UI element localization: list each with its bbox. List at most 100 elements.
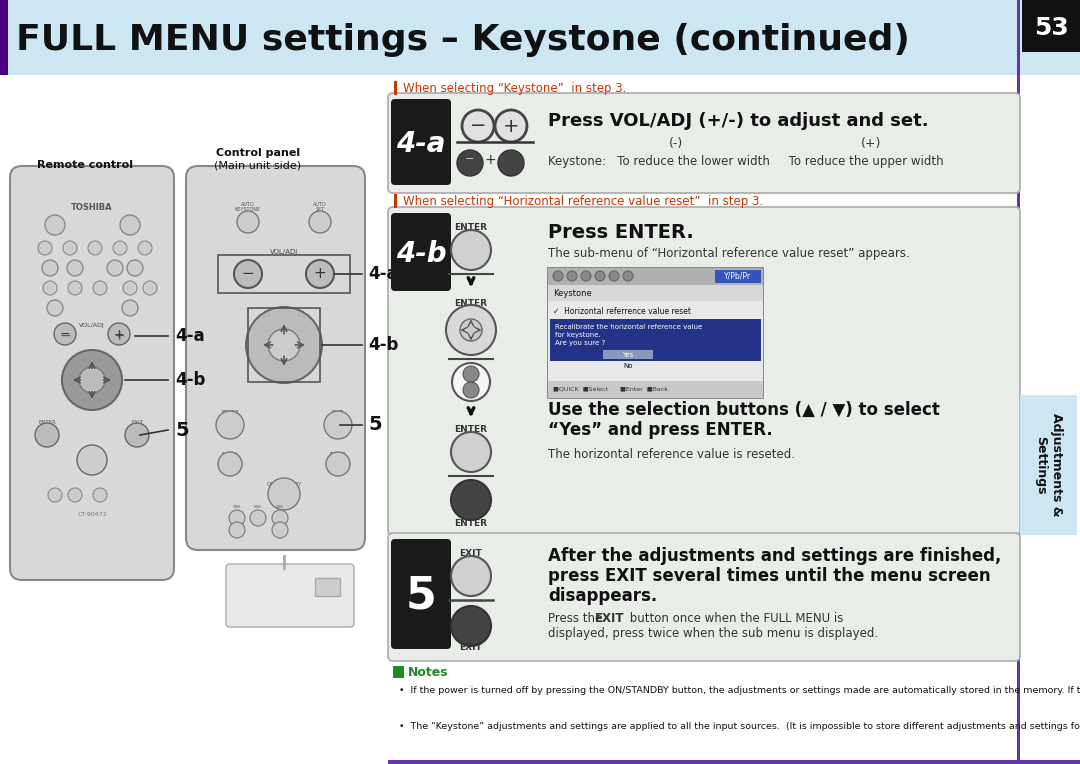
- Text: 508: 508: [233, 505, 241, 509]
- Circle shape: [609, 271, 619, 281]
- Circle shape: [268, 329, 300, 361]
- Text: +: +: [313, 267, 326, 281]
- Bar: [0, 0, 8, 75]
- Bar: [603, 350, 653, 359]
- FancyBboxPatch shape: [186, 166, 365, 550]
- Circle shape: [143, 281, 157, 295]
- Circle shape: [93, 488, 107, 502]
- Circle shape: [451, 480, 491, 520]
- Circle shape: [218, 452, 242, 476]
- Circle shape: [54, 323, 76, 345]
- Text: 4-b: 4-b: [175, 371, 205, 389]
- FancyBboxPatch shape: [388, 207, 1020, 535]
- Circle shape: [93, 281, 107, 295]
- Text: 508: 508: [254, 505, 262, 509]
- Circle shape: [249, 510, 266, 526]
- Circle shape: [67, 260, 83, 276]
- Text: ■QUICK  ■Select      ■Enter  ■Back: ■QUICK ■Select ■Enter ■Back: [553, 387, 669, 391]
- Circle shape: [229, 522, 245, 538]
- Circle shape: [623, 271, 633, 281]
- Text: Adjustments &
Settings: Adjustments & Settings: [1035, 413, 1063, 516]
- Circle shape: [68, 281, 82, 295]
- Circle shape: [45, 215, 65, 235]
- Text: Notes: Notes: [408, 665, 448, 678]
- Circle shape: [107, 260, 123, 276]
- Text: −: −: [242, 267, 255, 281]
- FancyBboxPatch shape: [391, 99, 451, 185]
- Circle shape: [216, 411, 244, 439]
- Circle shape: [463, 382, 480, 398]
- Text: Press the: Press the: [548, 611, 606, 624]
- Text: EXIT: EXIT: [131, 419, 143, 425]
- Text: (-): (-): [669, 137, 684, 150]
- Circle shape: [581, 271, 591, 281]
- Text: Use the selection buttons (▲ / ▼) to select: Use the selection buttons (▲ / ▼) to sel…: [548, 401, 940, 419]
- Text: for keystone.: for keystone.: [555, 332, 600, 338]
- Bar: [1017, 0, 1020, 764]
- Text: −: −: [59, 328, 70, 341]
- Bar: [548, 301, 762, 381]
- Circle shape: [595, 271, 605, 281]
- Text: MENU: MENU: [221, 452, 238, 457]
- Bar: [218, 255, 350, 293]
- Text: displayed, press twice when the sub menu is displayed.: displayed, press twice when the sub menu…: [548, 627, 878, 640]
- FancyBboxPatch shape: [388, 533, 1020, 661]
- Text: 4-a: 4-a: [175, 327, 204, 345]
- Circle shape: [127, 260, 143, 276]
- Bar: [0, 0, 1080, 75]
- Circle shape: [451, 230, 491, 270]
- Circle shape: [495, 110, 527, 142]
- Bar: [394, 81, 397, 95]
- FancyBboxPatch shape: [391, 539, 451, 649]
- Circle shape: [268, 478, 300, 510]
- FancyBboxPatch shape: [388, 93, 1020, 193]
- Circle shape: [451, 432, 491, 472]
- Circle shape: [38, 241, 52, 255]
- Circle shape: [272, 522, 288, 538]
- Text: TOSHIBA: TOSHIBA: [71, 202, 112, 212]
- FancyBboxPatch shape: [226, 564, 354, 627]
- Text: EXIT: EXIT: [595, 611, 624, 624]
- Bar: [1022, 0, 1080, 52]
- Text: +: +: [113, 329, 125, 343]
- Text: (+): (+): [861, 137, 881, 150]
- Circle shape: [79, 367, 105, 393]
- Text: ENTER: ENTER: [221, 410, 239, 415]
- Circle shape: [87, 241, 102, 255]
- Circle shape: [125, 423, 149, 447]
- Text: Remote control: Remote control: [37, 160, 133, 170]
- Text: ENTER: ENTER: [455, 426, 487, 435]
- Text: 53: 53: [1034, 16, 1068, 40]
- Text: ENTER: ENTER: [455, 299, 487, 307]
- Text: EXIT: EXIT: [460, 549, 483, 558]
- Circle shape: [446, 305, 496, 355]
- Bar: [550, 319, 761, 361]
- Text: button once when the FULL MENU is: button once when the FULL MENU is: [626, 611, 843, 624]
- Text: +: +: [503, 116, 519, 135]
- Bar: [248, 308, 320, 382]
- Circle shape: [120, 215, 140, 235]
- Bar: [315, 578, 340, 596]
- Bar: [548, 268, 762, 285]
- Text: Yes: Yes: [622, 352, 634, 358]
- Circle shape: [451, 556, 491, 596]
- Circle shape: [237, 211, 259, 233]
- Circle shape: [306, 260, 334, 288]
- Circle shape: [553, 271, 563, 281]
- Circle shape: [234, 260, 262, 288]
- Text: AUTO
KEYSTONE: AUTO KEYSTONE: [235, 202, 261, 212]
- Circle shape: [451, 606, 491, 646]
- Text: 4-b: 4-b: [368, 336, 399, 354]
- Text: When selecting “Keystone”  in step 3.: When selecting “Keystone” in step 3.: [403, 82, 626, 95]
- Text: The sub-menu of “Horizontal reference value reset” appears.: The sub-menu of “Horizontal reference va…: [548, 248, 909, 261]
- Bar: [548, 285, 762, 301]
- Circle shape: [229, 510, 245, 526]
- Text: Are you sure ?: Are you sure ?: [555, 340, 605, 346]
- Text: •  The “Keystone” adjustments and settings are applied to all the input sources.: • The “Keystone” adjustments and setting…: [399, 722, 1080, 731]
- Text: FULL MENU settings – Keystone (continued): FULL MENU settings – Keystone (continued…: [16, 23, 909, 57]
- Circle shape: [62, 350, 122, 410]
- Bar: [1020, 395, 1077, 535]
- Text: CT-90472: CT-90472: [77, 513, 107, 517]
- Text: The horizontal reference value is reseted.: The horizontal reference value is resete…: [548, 448, 795, 461]
- Text: VOL/ADJ: VOL/ADJ: [79, 323, 105, 329]
